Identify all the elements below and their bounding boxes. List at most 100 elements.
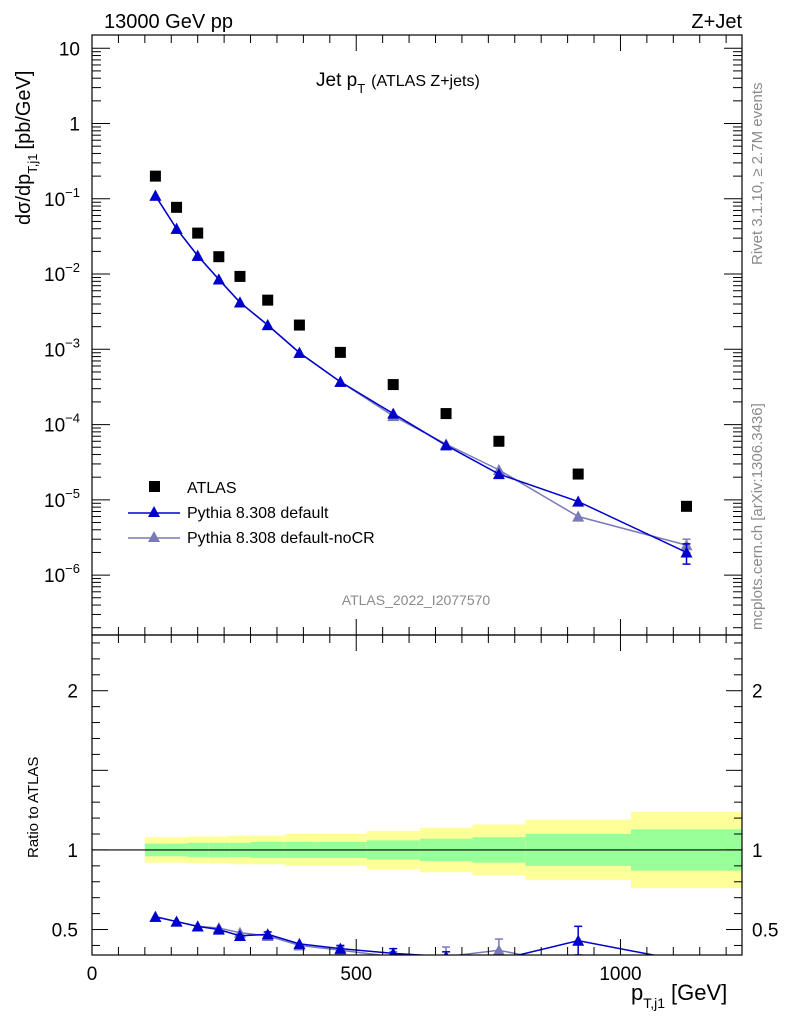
- y-tick-label-main: 10−1: [44, 185, 80, 211]
- main-point-default: [387, 407, 400, 419]
- x-tick-label: 500: [340, 964, 372, 985]
- main-point-nocr: [572, 510, 585, 522]
- y-tick-label-main-base: 1: [69, 115, 80, 136]
- main-point-atlas: [387, 379, 399, 391]
- header-energy-label: 13000 GeV pp: [104, 11, 233, 33]
- ratio-point-default: [233, 929, 246, 941]
- main-panel-series: [149, 170, 693, 565]
- ratio-point-default: [443, 950, 449, 955]
- main-point-default: [212, 273, 225, 285]
- ratio-point-nocr: [681, 955, 693, 966]
- plot-title: Jet pT (ATLAS Z+jets): [316, 70, 480, 96]
- y-tick-label-main: 1: [69, 115, 80, 136]
- main-point-default: [440, 439, 453, 451]
- main-point-default: [572, 495, 585, 507]
- main-point-default: [492, 468, 505, 480]
- main-point-default: [680, 546, 693, 558]
- main-point-atlas: [493, 435, 505, 447]
- ratio-point-nocr: [572, 960, 584, 971]
- y-tick-label-ratio-left: 0.5: [52, 921, 78, 942]
- main-point-atlas: [149, 170, 161, 182]
- mcplots-reference-label: mcplots.cern.ch [arXiv:1306.3436]: [749, 403, 766, 630]
- y-tick-label-ratio-left: 2: [67, 682, 78, 703]
- main-point-atlas: [171, 201, 183, 213]
- legend-label-nocr: Pythia 8.308 default-noCR: [187, 530, 375, 547]
- ratio-point-default: [191, 920, 204, 932]
- y-tick-label-main-exponent: −2: [65, 260, 80, 275]
- y-tick-label-main: 10−3: [44, 335, 80, 361]
- y-tick-label-main-base: 10: [44, 340, 65, 361]
- y-tick-label-main: 10−4: [44, 411, 80, 437]
- legend: ATLAS Pythia 8.308 default Pythia 8.308 …: [128, 480, 375, 547]
- main-point-atlas: [572, 468, 584, 480]
- legend-label-atlas: ATLAS: [187, 480, 237, 497]
- main-point-default: [261, 319, 274, 331]
- y-tick-label-main-exponent: −1: [65, 185, 80, 200]
- legend-marker-nocr: [148, 531, 160, 542]
- ratio-point-default: [261, 928, 274, 940]
- legend-marker-atlas: [149, 481, 160, 492]
- y-tick-label-main-base: 10: [44, 265, 65, 286]
- y-tick-label-ratio-right: 1: [752, 841, 763, 862]
- x-axis-label-text: p: [631, 980, 643, 1005]
- plot-title-paren: (ATLAS Z+jets): [371, 73, 480, 90]
- ratio-point-default: [334, 942, 347, 954]
- x-axis-label-unit: [GeV]: [671, 980, 727, 1005]
- legend-marker-default: [148, 506, 160, 517]
- main-point-atlas: [213, 251, 225, 263]
- main-point-atlas: [681, 500, 693, 512]
- y-tick-label-main: 10−5: [44, 486, 80, 512]
- y-tick-label-main-exponent: −4: [65, 411, 80, 426]
- rivet-version-label: Rivet 3.1.10, ≥ 2.7M events: [749, 83, 766, 266]
- y-axis-label-main: dσ/dpT,j1 [pb/GeV]: [13, 71, 40, 225]
- analysis-id-label: ATLAS_2022_I2077570: [342, 592, 491, 608]
- x-axis-label-sub: T,j1: [643, 995, 665, 1011]
- ratio-point-default: [170, 915, 183, 927]
- main-point-default: [149, 189, 162, 201]
- main-point-default: [334, 375, 347, 387]
- main-point-atlas: [440, 408, 452, 420]
- header-process-label: Z+Jet: [691, 11, 742, 33]
- ratio-point-default: [572, 934, 585, 946]
- y-tick-label-main: 10−6: [44, 561, 80, 587]
- y-axis-label-main-text: dσ/dp: [13, 174, 35, 225]
- y-tick-label-main: 10: [59, 39, 80, 60]
- main-point-default: [293, 346, 306, 358]
- main-point-atlas: [293, 319, 305, 331]
- ratio-line-nocr: [155, 916, 527, 955]
- main-point-default: [191, 249, 204, 261]
- y-tick-label-main-base: 10: [44, 190, 65, 211]
- plot-title-sub: T: [357, 81, 365, 96]
- y-tick-label-ratio-left: 1: [67, 841, 78, 862]
- ratio-point-default: [681, 955, 693, 966]
- ratio-point-default: [389, 947, 398, 955]
- y-axis-label-main-unit: [pb/GeV]: [13, 71, 35, 150]
- x-tick-label: 0: [87, 964, 98, 985]
- y-tick-label-main-base: 10: [44, 416, 65, 437]
- main-point-atlas: [192, 227, 204, 239]
- main-line-default: [154, 195, 687, 554]
- plot-title-main: Jet p: [316, 70, 357, 91]
- y-tick-label-main-exponent: −6: [65, 561, 80, 576]
- y-tick-label-main-base: 10: [44, 491, 65, 512]
- legend-label-default: Pythia 8.308 default: [187, 505, 329, 522]
- y-axis-label-ratio: Ratio to ATLAS: [25, 757, 42, 858]
- x-tick-label: 1000: [599, 964, 641, 985]
- main-point-default: [170, 222, 183, 234]
- main-point-atlas: [334, 346, 346, 358]
- y-tick-label-main-exponent: −5: [65, 486, 80, 501]
- ratio-panel-series: [149, 910, 693, 971]
- main-point-atlas: [262, 294, 274, 306]
- ratio-point-default: [293, 937, 306, 949]
- y-tick-label-main-exponent: −3: [65, 335, 80, 350]
- ratio-point-default: [212, 923, 225, 935]
- ratio-panel-frame: [91, 634, 743, 956]
- y-tick-label-main: 10−2: [44, 260, 80, 286]
- ratio-point-nocr: [493, 944, 505, 955]
- main-point-atlas: [234, 270, 246, 282]
- x-axis-label: pT,j1 [GeV]: [631, 980, 727, 1011]
- y-axis-label-main-sub: T,j1: [25, 153, 40, 173]
- ratio-point-default: [149, 910, 162, 922]
